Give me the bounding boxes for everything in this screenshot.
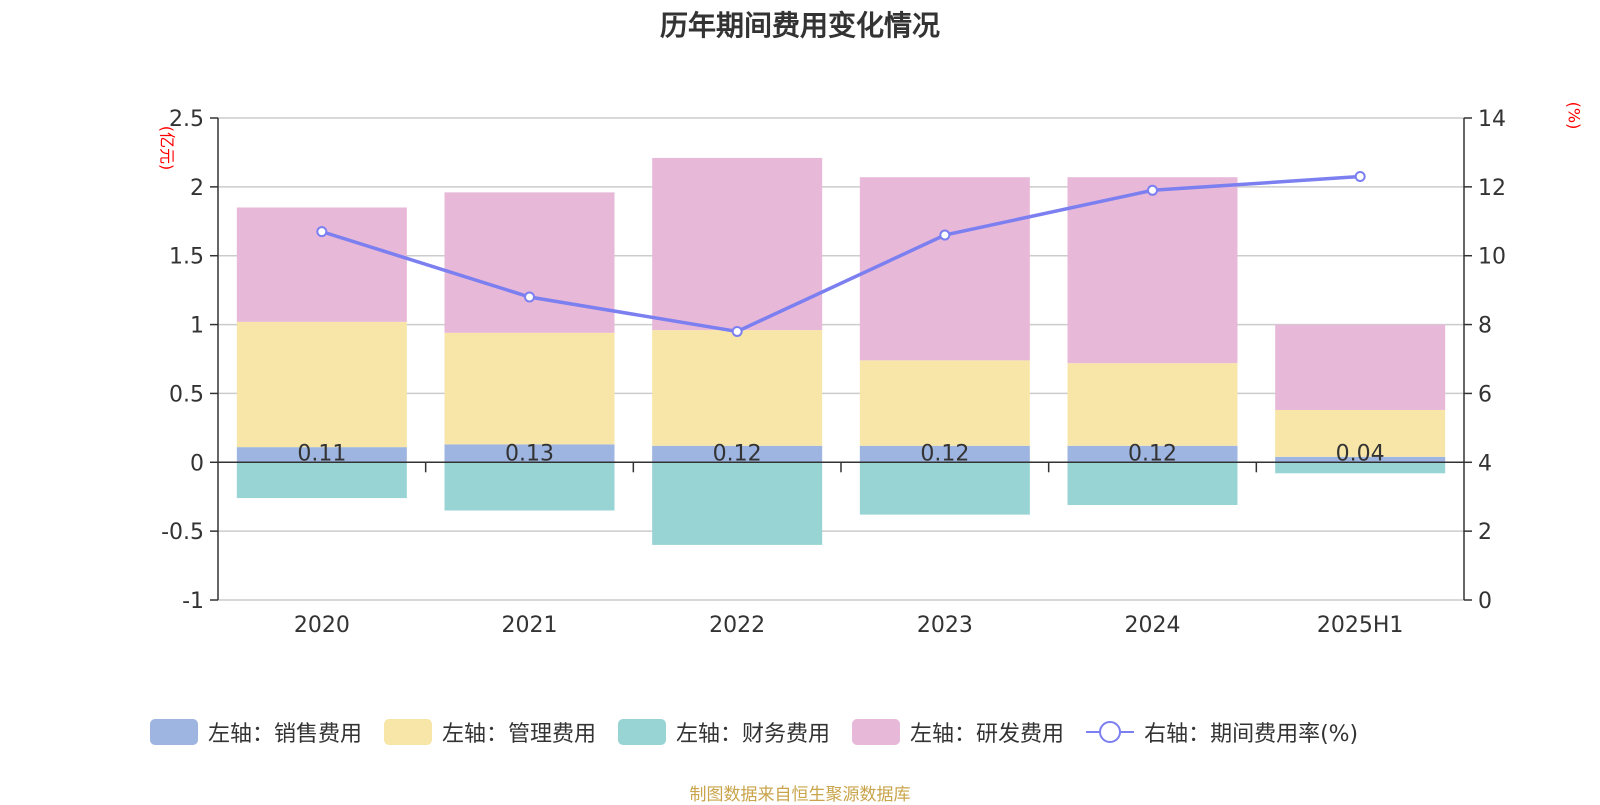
x-axis-tick-label: 2022 (709, 613, 765, 638)
legend-label-rnd: 左轴：研发费用 (910, 722, 1065, 747)
legend-swatch-sales (150, 719, 198, 745)
left-axis-tick-label: 0.5 (169, 382, 204, 407)
x-axis-tick-label: 2021 (502, 613, 558, 638)
bar-segment (1275, 456, 1446, 463)
bar-segment (859, 360, 1030, 446)
right-axis-tick-label: 4 (1478, 451, 1492, 476)
legend-item-finance[interactable]: 左轴：财务费用 (618, 716, 830, 748)
bar-segment (652, 445, 823, 463)
legend-item-rnd[interactable]: 左轴：研发费用 (852, 716, 1064, 748)
legend-item-sales[interactable]: 左轴：销售费用 (150, 716, 362, 748)
legend-swatch-admin (384, 719, 433, 745)
left-axis-tick-label: 0 (190, 451, 204, 476)
legend-label-expense-ratio: 右轴：期间费用率(%) (1144, 722, 1359, 747)
bar-segment (859, 445, 1030, 463)
right-axis-tick-label: 6 (1478, 382, 1492, 407)
legend-label-finance: 左轴：财务费用 (676, 722, 831, 747)
bar-segment (652, 330, 823, 446)
bar-segment (652, 462, 823, 545)
x-axis-tick-label: 2025H1 (1317, 613, 1404, 638)
x-axis-tick-label: 2020 (294, 613, 350, 638)
bar-segment (859, 462, 1030, 515)
left-axis-tick-label: -0.5 (161, 520, 204, 545)
x-axis-tick-label: 2024 (1125, 613, 1181, 638)
expense-ratio-point (524, 291, 535, 303)
left-axis-tick-label: 1 (190, 314, 204, 339)
bar-segment (1067, 177, 1238, 364)
legend-item-expense-ratio[interactable]: 右轴：期间费用率(%) (1086, 716, 1358, 748)
bar-segment (1275, 462, 1446, 474)
x-axis-tick-label: 2023 (917, 613, 973, 638)
expense-ratio-point (316, 226, 328, 238)
left-axis-tick-label: 2 (190, 176, 204, 201)
right-axis-tick-label: 12 (1478, 176, 1506, 201)
expense-ratio-point (1147, 184, 1158, 196)
chart-title: 历年期间费用变化情况 (659, 9, 940, 42)
source-note: 制图数据来自恒生聚源数据库 (689, 785, 911, 805)
bar-segment (236, 462, 407, 499)
left-axis-tick-label: -1 (182, 589, 204, 614)
bar-segment (1275, 409, 1446, 457)
legend: 左轴：销售费用 左轴：管理费用 左轴：财务费用 左轴：研发费用 右轴：期间费用率… (150, 716, 1380, 748)
legend-label-admin: 左轴：管理费用 (442, 722, 597, 747)
bar-segment (652, 157, 823, 331)
bar-segment (1275, 324, 1446, 410)
bar-segment (1067, 363, 1238, 446)
bar-segment (444, 192, 615, 333)
expense-ratio-point (731, 325, 743, 337)
bar-segment (444, 332, 615, 445)
right-axis-tick-label: 10 (1478, 245, 1506, 270)
bar-segment (236, 447, 407, 463)
legend-item-admin[interactable]: 左轴：管理费用 (384, 716, 596, 748)
left-axis-tick-label: 1.5 (169, 245, 204, 270)
expense-ratio-point (939, 229, 951, 241)
right-axis-tick-label: 0 (1478, 589, 1492, 614)
left-axis-tick-label: 2.5 (169, 107, 204, 132)
bar-segment (236, 321, 407, 448)
bar-segment (236, 207, 407, 322)
legend-swatch-rnd (852, 719, 901, 745)
expense-ratio-line (321, 174, 1361, 334)
bar-segment (1067, 462, 1238, 505)
bar-segment (444, 462, 615, 511)
legend-line-marker-icon (1086, 721, 1135, 743)
right-axis-tick-label: 2 (1478, 520, 1492, 545)
legend-swatch-finance (618, 719, 667, 745)
bar-segment (1067, 445, 1238, 463)
expense-ratio-point (1354, 171, 1366, 183)
right-axis-tick-label: 8 (1478, 314, 1492, 339)
bar-segment (859, 177, 1030, 361)
bar-segment (444, 444, 615, 463)
right-axis-tick-label: 14 (1478, 107, 1506, 132)
legend-label-sales: 左轴：销售费用 (208, 722, 363, 747)
